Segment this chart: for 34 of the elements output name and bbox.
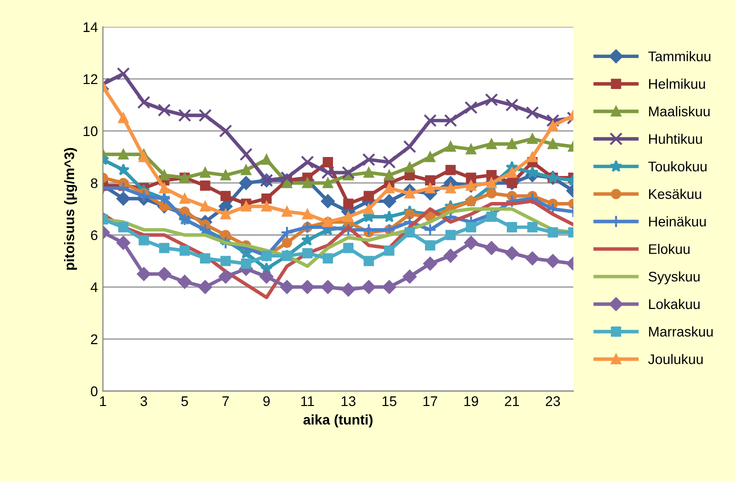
- x-tick-label: 19: [464, 396, 478, 406]
- x-tick-label: 15: [382, 396, 396, 406]
- legend-label: Heinäkuu: [649, 216, 706, 226]
- x-tick-label: 7: [222, 396, 229, 406]
- x-tick-label: 11: [301, 396, 314, 406]
- legend-label: Huhtikuu: [649, 134, 702, 144]
- y-tick-label: 8: [90, 178, 98, 188]
- x-tick-label: 9: [263, 396, 270, 406]
- legend-label: Maaliskuu: [649, 106, 710, 116]
- x-tick-label: 21: [504, 396, 519, 406]
- y-tick-label: 0: [90, 386, 98, 396]
- legend-label: Elokuu: [649, 244, 690, 254]
- x-tick-label: 5: [181, 396, 188, 406]
- y-tick-label: 10: [84, 126, 98, 136]
- legend-label: Marraskuu: [649, 326, 713, 337]
- legend-label: Kesäkuu: [649, 188, 702, 199]
- y-tick-label: 2: [91, 334, 98, 344]
- x-tick-label: 17: [423, 396, 438, 406]
- y-tick-label: 12: [84, 74, 98, 84]
- x-tick-label: 1: [100, 396, 106, 406]
- y-tick-label: 14: [84, 22, 98, 32]
- x-tick-label: 23: [546, 396, 560, 406]
- x-tick-label: 13: [342, 396, 356, 406]
- legend-label: Syyskuu: [648, 271, 700, 284]
- x-tick-label: 3: [140, 396, 148, 406]
- legend-label: Lokakuu: [649, 298, 700, 310]
- y-axis-title: pitoisuus (µg/m^3): [64, 148, 78, 270]
- legend-label: Toukokuu: [648, 161, 707, 172]
- x-axis-title: aika (tunti): [303, 414, 373, 428]
- legend-label: Tammikuu: [648, 51, 710, 62]
- legend-label: Helmikuu: [649, 78, 705, 89]
- legend-label: Joulukuu: [648, 354, 703, 364]
- y-tick-label: 6: [91, 230, 98, 240]
- y-tick-label: 4: [90, 282, 98, 292]
